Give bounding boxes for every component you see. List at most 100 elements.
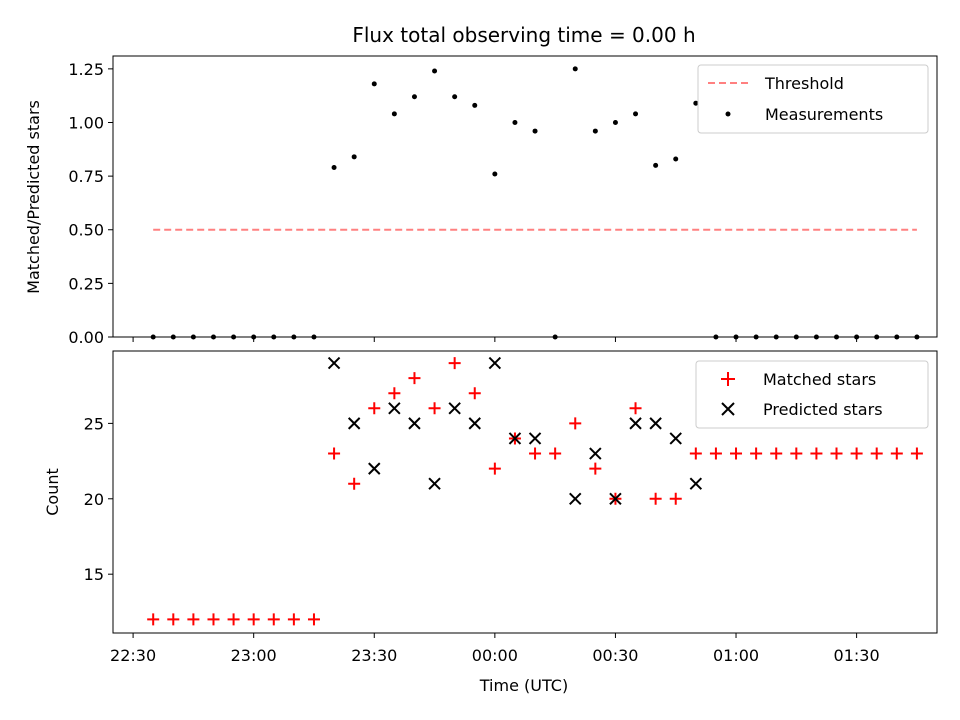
matched-point-37	[890, 447, 903, 460]
bottom-panel: 15 20 25 22:30 23:00 23:30 00:00 00:30 01:00 01:…	[43, 350, 938, 695]
matched-point-25	[649, 492, 662, 505]
matched-point-22	[589, 462, 602, 475]
predicted-point-6	[448, 402, 461, 415]
matched-point-24	[629, 402, 642, 415]
matched-point-11	[368, 402, 381, 415]
predicted-point-12	[589, 447, 602, 460]
legend-measurements-label: Measurements	[765, 105, 883, 124]
matched-point-29	[730, 447, 743, 460]
top-legend-box	[697, 64, 929, 134]
top-y-axis-label: Matched/Predicted stars	[24, 100, 43, 294]
top-y-tick-label-3: 0.75	[68, 167, 104, 186]
matched-point-31	[770, 447, 783, 460]
predicted-point-1	[347, 417, 361, 430]
x-axis-label: Time (UTC)	[479, 676, 568, 695]
matched-point-0	[147, 613, 160, 626]
matched-point-9	[328, 447, 341, 460]
top-y-tick-label-2: 0.50	[68, 221, 104, 240]
x-tick-label-6: 01:30	[834, 646, 880, 665]
top-panel: 0.00 0.25 0.50 0.75 1.00 1.25 Matched/Predict…	[24, 55, 938, 347]
measurement-point-13	[411, 94, 417, 100]
x-tick-label-4: 00:30	[592, 646, 638, 665]
matched-point-12	[388, 387, 401, 400]
measurement-point-15	[452, 94, 458, 100]
measurement-point-26	[673, 156, 679, 162]
measurement-point-17	[492, 171, 498, 177]
matched-point-32	[790, 447, 803, 460]
predicted-point-8	[488, 356, 502, 370]
matched-point-26	[669, 492, 682, 505]
matched-point-19	[529, 447, 542, 460]
matched-point-1	[167, 613, 180, 626]
matched-point-3	[207, 613, 220, 626]
predicted-point-0	[327, 356, 341, 370]
predicted-point-14	[629, 417, 642, 430]
predicted-point-17	[689, 477, 703, 490]
x-tick-label-3: 00:00	[472, 646, 518, 665]
bottom-y-tick-label-1: 20	[84, 490, 104, 509]
matched-point-33	[810, 447, 823, 460]
top-legend: Threshold Measurements	[697, 64, 929, 134]
bottom-axes-frame	[112, 350, 938, 634]
matched-point-35	[850, 447, 863, 460]
matched-point-34	[830, 447, 843, 460]
matched-point-27	[689, 447, 702, 460]
bottom-legend-box	[695, 360, 929, 429]
legend-predicted-label: Predicted stars	[763, 400, 883, 419]
bottom-y-tick-label-2: 25	[84, 414, 104, 433]
chart-title: Flux total observing time = 0.00 h	[352, 23, 695, 47]
matched-point-20	[549, 447, 562, 460]
predicted-point-3	[388, 402, 401, 415]
measurement-point-24	[633, 111, 639, 117]
measurement-point-10	[351, 154, 357, 160]
matched-point-15	[448, 357, 461, 370]
top-y-tick-label-4: 1.00	[68, 113, 104, 132]
measurement-point-23	[612, 119, 618, 125]
predicted-point-11	[569, 492, 582, 505]
legend-measurements-swatch	[725, 111, 731, 117]
predicted-point-10	[528, 432, 542, 445]
x-tick-label-1: 23:00	[231, 646, 277, 665]
top-axes-frame	[112, 55, 938, 338]
matched-point-10	[348, 477, 361, 490]
measurement-point-11	[371, 81, 377, 87]
bottom-x-ticks: 22:30 23:00 23:30 00:00 00:30 01:00 01:30	[110, 633, 880, 665]
measurement-point-21	[572, 66, 578, 72]
legend-predicted-swatch	[721, 402, 735, 416]
bottom-legend: Matched stars Predicted stars	[695, 360, 929, 429]
matched-point-5	[247, 613, 260, 626]
legend-threshold-label: Threshold	[764, 74, 844, 93]
top-y-ticks: 0.00 0.25 0.50 0.75 1.00 1.25	[68, 60, 113, 347]
top-x-ticks	[132, 337, 858, 342]
top-y-tick-label-1: 0.25	[68, 274, 104, 293]
matched-point-38	[910, 447, 923, 460]
legend-matched-label: Matched stars	[763, 370, 876, 389]
predicted-point-13	[609, 492, 622, 505]
measurement-point-19	[532, 128, 538, 134]
bottom-y-axis-label: Count	[43, 468, 62, 516]
matched-point-13	[408, 372, 421, 385]
matched-point-16	[468, 387, 481, 400]
x-tick-label-2: 23:30	[351, 646, 397, 665]
matched-point-21	[569, 417, 582, 430]
top-y-tick-label-5: 1.25	[68, 60, 104, 79]
matched-point-28	[709, 447, 722, 460]
measurement-point-18	[512, 119, 518, 125]
matched-point-14	[428, 402, 441, 415]
bottom-y-ticks: 15 20 25	[84, 414, 113, 584]
predicted-point-2	[368, 462, 381, 475]
measurement-point-27	[693, 100, 699, 106]
matched-point-36	[870, 447, 883, 460]
bottom-plot-marks	[147, 356, 923, 626]
predicted-point-15	[649, 417, 662, 430]
matched-point-30	[750, 447, 763, 460]
predicted-point-9	[508, 432, 522, 445]
predicted-point-4	[408, 417, 421, 430]
measurement-point-12	[391, 111, 397, 117]
measurement-point-9	[331, 165, 337, 171]
matched-point-4	[227, 613, 240, 626]
predicted-point-5	[428, 477, 441, 490]
matched-point-2	[187, 613, 200, 626]
predicted-point-16	[669, 432, 682, 445]
